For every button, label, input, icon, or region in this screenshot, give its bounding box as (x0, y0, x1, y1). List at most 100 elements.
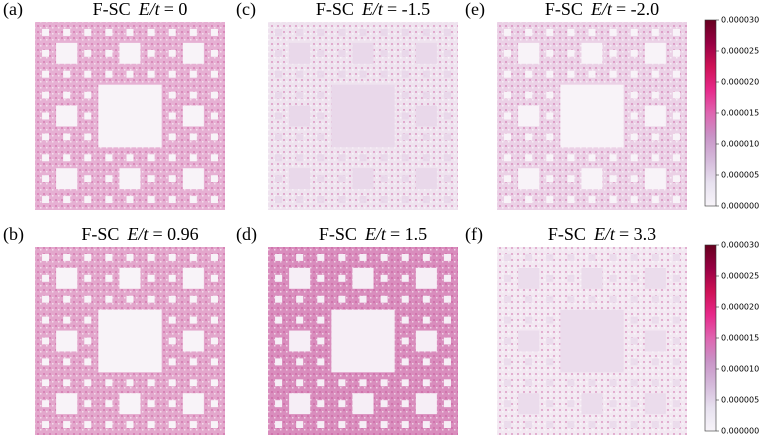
carpet-hole (401, 49, 409, 57)
carpet-hole (317, 154, 325, 162)
heatmap (497, 22, 687, 210)
carpet-hole (504, 358, 512, 366)
carpet-hole (84, 28, 92, 36)
carpet-hole (126, 421, 134, 429)
carpet-hole (168, 196, 176, 204)
carpet-hole (380, 196, 388, 204)
carpet-hole (504, 28, 512, 36)
carpet-hole (546, 337, 554, 345)
carpet-hole (443, 295, 451, 303)
carpet-hole (296, 358, 304, 366)
carpet-hole (63, 133, 71, 141)
carpet-hole (126, 253, 134, 261)
carpet-hole (518, 393, 540, 415)
carpet-hole (401, 295, 409, 303)
carpet-hole (401, 421, 409, 429)
carpet-hole (525, 154, 533, 162)
colorbar-tick-label: 0.000015 (721, 109, 759, 118)
carpet-hole (63, 154, 71, 162)
carpet-hole (105, 196, 113, 204)
carpet-hole (443, 400, 451, 408)
carpet-hole (401, 91, 409, 99)
carpet-hole (415, 330, 437, 352)
heatmap (268, 247, 458, 435)
carpet-hole (380, 421, 388, 429)
carpet-hole (504, 379, 512, 387)
title-text: F-SC (319, 224, 357, 244)
carpet-hole (182, 42, 204, 64)
carpet-hole (126, 196, 134, 204)
carpet-hole (504, 337, 512, 345)
carpet-hole (401, 175, 409, 183)
carpet-hole (443, 70, 451, 78)
carpet-hole (275, 70, 283, 78)
carpet-hole (317, 253, 325, 261)
carpet-hole (147, 295, 155, 303)
colorbar-tick-label: 0.000010 (721, 365, 759, 374)
carpet-hole (546, 253, 554, 261)
carpet-hole (581, 267, 603, 289)
title-variable: E/t (593, 224, 616, 244)
carpet-hole (525, 316, 533, 324)
carpet-hole (126, 379, 134, 387)
carpet-hole (567, 154, 575, 162)
carpet-hole (296, 196, 304, 204)
carpet-hole (518, 168, 540, 190)
carpet-hole (84, 133, 92, 141)
carpet-hole (168, 274, 176, 282)
carpet-hole (380, 28, 388, 36)
panel-label: (c) (236, 0, 256, 20)
carpet-hole (588, 28, 596, 36)
carpet-hole (609, 253, 617, 261)
carpet-hole (63, 196, 71, 204)
carpet-hole (644, 168, 666, 190)
carpet-hole (98, 84, 162, 148)
title-value: = 3.3 (619, 224, 656, 244)
carpet-hole (105, 400, 113, 408)
carpet-hole (644, 267, 666, 289)
title-variable: E/t (361, 0, 384, 19)
carpet-hole (415, 267, 437, 289)
carpet-hole (275, 196, 283, 204)
carpet-hole (210, 196, 218, 204)
carpet-hole (401, 28, 409, 36)
heatmap (35, 22, 225, 210)
carpet-hole (651, 154, 659, 162)
carpet-hole (630, 274, 638, 282)
carpet-hole (672, 421, 680, 429)
carpet-hole (210, 358, 218, 366)
carpet-hole (296, 154, 304, 162)
carpet-hole (651, 70, 659, 78)
carpet-hole (422, 379, 430, 387)
carpet-hole (546, 49, 554, 57)
colorbar-tick-label: 0.000000 (721, 427, 759, 435)
carpet-hole (189, 154, 197, 162)
carpet-hole (609, 175, 617, 183)
carpet-hole (504, 421, 512, 429)
carpet-hole (525, 133, 533, 141)
carpet-hole (525, 91, 533, 99)
carpet-hole (289, 105, 311, 127)
carpet-hole (567, 274, 575, 282)
carpet-hole (644, 393, 666, 415)
carpet-hole (84, 253, 92, 261)
carpet-hole (42, 28, 50, 36)
colorbar-tick-label: 0.000000 (721, 202, 759, 211)
heatmap (35, 247, 225, 435)
panel-title: F-SC E/t = -1.5 (316, 0, 430, 19)
carpet-hole (275, 253, 283, 261)
carpet-hole (504, 112, 512, 120)
carpet-hole (546, 133, 554, 141)
carpet-hole (168, 28, 176, 36)
carpet-hole (630, 379, 638, 387)
carpet-hole (546, 175, 554, 183)
carpet-hole (651, 253, 659, 261)
carpet-hole (42, 274, 50, 282)
title-value: = 0.96 (152, 224, 198, 244)
carpet-hole (42, 253, 50, 261)
title-value: = -1.5 (387, 0, 430, 19)
carpet-hole (275, 91, 283, 99)
carpet-hole (63, 91, 71, 99)
colorbar-tick-label: 0.000005 (721, 171, 759, 180)
carpet-hole (443, 421, 451, 429)
